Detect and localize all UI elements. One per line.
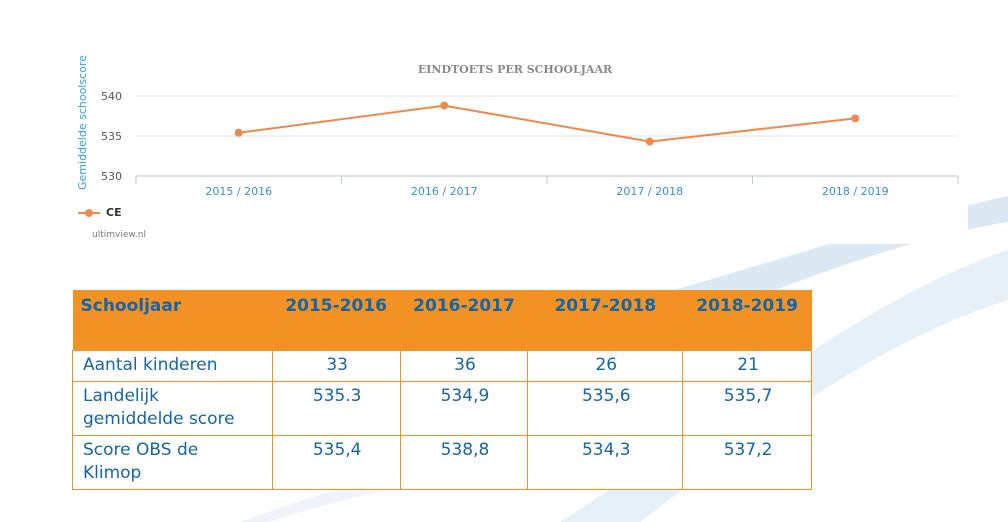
x-tick-label: 2017 / 2018 xyxy=(616,185,683,198)
table-cell: 36 xyxy=(399,350,529,382)
chart-credit[interactable]: ultimview.nl xyxy=(92,230,146,240)
y-tick-label: 540 xyxy=(101,90,122,103)
table-cell: 535,7 xyxy=(682,381,812,436)
table-row: Aantal kinderen 33 36 26 21 xyxy=(72,350,812,382)
table-row: Score OBS de Klimop 535,4 538,8 534,3 53… xyxy=(72,435,812,490)
x-tick-label: 2015 / 2016 xyxy=(205,185,272,198)
header-year: 2015-2016 xyxy=(272,290,401,351)
x-tick-label: 2018 / 2019 xyxy=(822,185,889,198)
table-row: Landelijk gemiddelde score 535.3 534,9 5… xyxy=(72,381,812,436)
data-point xyxy=(645,137,654,146)
series-line-ce xyxy=(238,104,856,143)
header-schooljaar: Schooljaar xyxy=(72,290,273,351)
header-year: 2017-2018 xyxy=(527,290,683,351)
line-chart-panel: EINDTOETS PER SCHOOLJAAR 530 535 540 2015 … xyxy=(72,40,968,244)
row-label-landelijk: Landelijk gemiddelde score xyxy=(72,381,273,436)
row-label-aantal-kinderen: Aantal kinderen xyxy=(72,350,273,382)
y-tick-label: 535 xyxy=(101,130,122,143)
table-cell: 26 xyxy=(527,350,684,382)
table-cell: 538,8 xyxy=(399,435,529,490)
header-year: 2016-2017 xyxy=(400,290,528,351)
y-axis-label: Gemiddelde schoolscore xyxy=(76,55,89,191)
table-cell: 535,4 xyxy=(271,435,401,490)
row-label-line: Score OBS de xyxy=(83,440,199,460)
table-cell: 534,3 xyxy=(527,435,684,490)
chart-title: EINDTOETS PER SCHOOLJAAR xyxy=(418,63,613,76)
data-point xyxy=(234,128,243,137)
table-cell: 534,9 xyxy=(399,381,529,436)
x-tick-label: 2016 / 2017 xyxy=(411,185,478,198)
table-cell: 535,6 xyxy=(527,381,684,436)
row-label-line: Aantal kinderen xyxy=(83,355,218,375)
table-cell: 33 xyxy=(271,350,401,382)
legend-swatch-ce xyxy=(78,208,100,218)
header-year: 2018-2019 xyxy=(682,290,812,351)
table-cell: 21 xyxy=(682,350,812,382)
data-point xyxy=(440,101,449,110)
line-chart: EINDTOETS PER SCHOOLJAAR 530 535 540 2015 … xyxy=(101,63,959,198)
row-label-line: Landelijk xyxy=(83,386,159,406)
row-label-line: gemiddelde score xyxy=(83,409,235,429)
table-header-row: Schooljaar 2015-2016 2016-2017 2017-2018… xyxy=(72,290,812,351)
table-cell: 535.3 xyxy=(271,381,401,436)
table-cell: 537,2 xyxy=(682,435,812,490)
data-point xyxy=(851,114,860,123)
row-label-line: Klimop xyxy=(83,463,142,483)
legend-label-ce: CE xyxy=(106,206,122,219)
y-tick-label: 530 xyxy=(101,170,122,183)
row-label-score-obs: Score OBS de Klimop xyxy=(72,435,273,490)
chart-legend[interactable]: CE xyxy=(78,206,122,219)
scores-table: Schooljaar 2015-2016 2016-2017 2017-2018… xyxy=(72,290,812,490)
